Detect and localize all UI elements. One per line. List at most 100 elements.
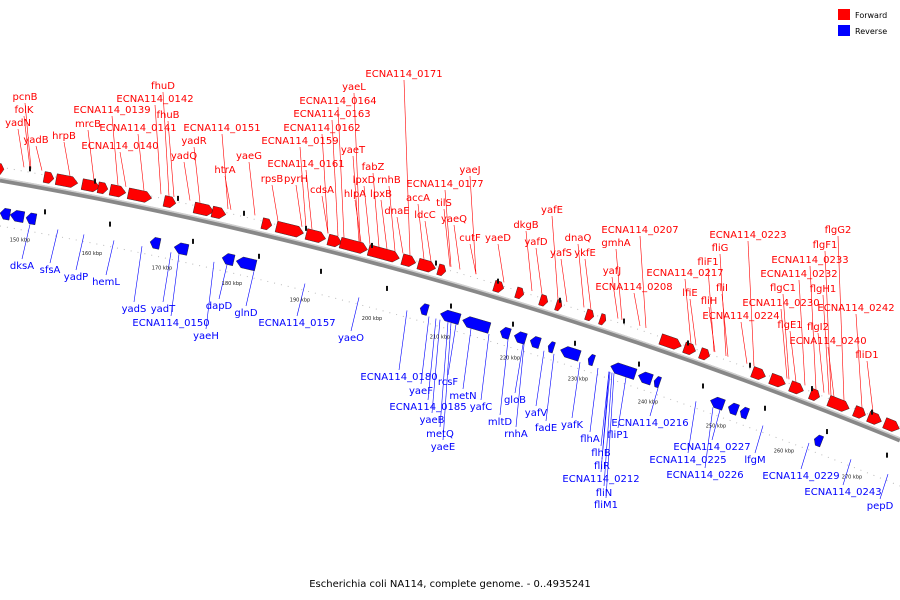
label-connector [687,401,697,454]
label-connector [837,235,845,401]
label-connector [689,298,697,346]
reverse-gene-label: yadP [64,272,88,283]
label-connector [170,254,180,317]
reverse-gene-18 [653,376,662,389]
label-connector [560,258,568,303]
label-connector [75,234,85,271]
label-connector [469,243,477,275]
reverse-gene-label: dksA [10,261,34,272]
reverse-gene-label: yafV [525,408,548,419]
forward-gene-label: fhuD [151,81,175,92]
label-connector [442,322,452,441]
reverse-gene-label: flhB [591,448,611,459]
forward-frame-mark [871,409,873,415]
label-connector [420,316,430,385]
label-connector [447,324,457,376]
forward-gene-label: pcnB [12,92,37,103]
forward-gene-9 [210,205,227,219]
forward-gene-1 [42,171,55,184]
forward-gene-label: ECNA114_0151 [183,123,260,134]
reverse-gene-3 [149,237,162,250]
label-connector [497,243,505,283]
reverse-gene-10 [499,326,512,340]
forward-gene-0 [0,162,5,175]
label-connector [380,199,388,249]
label-connector [798,279,806,386]
label-connector [221,133,229,210]
forward-frame-mark [623,318,625,324]
reverse-gene-label: rnhA [504,429,528,440]
reverse-gene-label: dapD [206,301,233,312]
forward-gene-label: yadR [181,136,206,147]
reverse-gene-21 [740,406,750,420]
reverse-genes [0,208,824,448]
forward-gene-label: flgC1 [770,283,796,294]
label-connector [789,330,797,382]
forward-gene-12 [304,228,326,243]
forward-gene-label: fliF1 [697,257,718,268]
forward-gene-20 [514,286,525,300]
label-connector [63,141,71,176]
reverse-gene-label: fliP1 [607,430,628,441]
label-connector [708,306,716,353]
reverse-frame-mark [386,285,388,291]
scale-tick-label: 160 kbp [82,251,102,257]
forward-gene-label: ECNA114_0142 [116,94,193,105]
forward-gene-label: cutF [459,233,481,244]
scale-tick-label: 230 kbp [568,377,588,383]
genome-caption: Escherichia coli NA114, complete genome.… [309,579,591,590]
legend-label-forward: Forward [855,11,887,20]
reverse-frame-mark [886,452,888,458]
forward-gene-label: ykfE [574,248,596,259]
label-connectors [17,79,889,500]
forward-frame-mark [497,278,499,284]
label-connector [372,172,380,247]
label-connector [105,240,115,276]
label-connector [17,128,25,168]
forward-gene-label: rpsB [261,174,284,185]
label-connector [205,261,215,330]
reverse-frame-mark [44,209,46,215]
reverse-frame-mark [512,321,514,327]
label-connector [704,407,714,469]
reverse-gene-label: metN [449,391,476,402]
forward-gene-label: ECNA114_0208 [595,282,672,293]
label-connector [866,360,874,413]
forward-gene-32 [826,395,850,412]
reverse-gene-6 [235,256,258,272]
forward-gene-4 [96,181,109,195]
forward-gene-label: yafS [550,248,572,259]
reverse-gene-label: pepD [867,501,894,512]
label-connector [611,276,619,319]
forward-gene-label: ECNA114_0159 [261,136,338,147]
scale-tick-label: 260 kbp [774,448,794,454]
forward-gene-label: fliG [712,243,729,254]
label-connector [417,203,425,260]
label-connector [119,151,127,187]
forward-gene-label: ldcC [414,210,436,221]
label-connector [354,199,362,243]
forward-gene-label: flgF1 [813,240,838,251]
label-connector [49,229,59,264]
label-connector [305,169,313,230]
reverse-gene-label: ECNA114_0216 [611,418,688,429]
forward-gene-label: rnhB [377,175,401,186]
forward-gene-label: yafJ [603,266,622,277]
label-connector [431,319,441,414]
forward-gene-25 [658,333,682,350]
forward-gene-19 [492,280,505,293]
forward-gene-29 [768,372,786,388]
label-connector [388,185,396,252]
genome-backbone-highlight [0,177,900,439]
label-connector [350,297,360,332]
reverse-gene-label: yaeH [193,331,219,342]
reverse-gene-label: yafC [470,402,493,413]
forward-gene-label: pyrH [284,174,308,185]
label-connector [462,328,472,390]
reverse-gene-label: ECNA114_0185 [389,402,466,413]
forward-gene-label: ECNA114_0163 [293,109,370,120]
scale-tick-label: 220 kbp [500,355,520,361]
label-connector [525,230,533,292]
label-connector [444,189,452,267]
